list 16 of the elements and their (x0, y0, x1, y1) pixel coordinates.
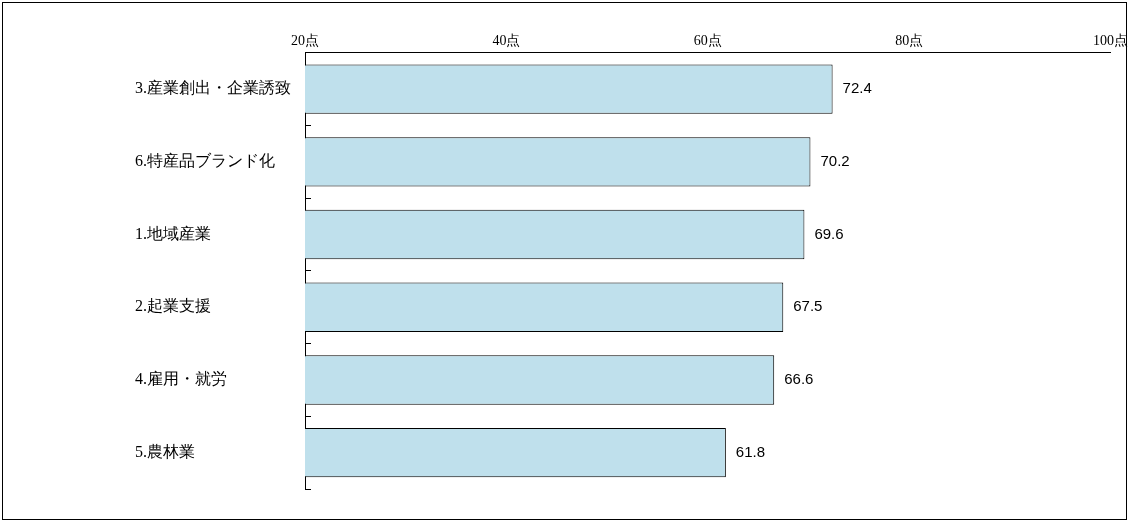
data-label: 61.8 (735, 442, 766, 460)
data-label: 70.2 (820, 151, 850, 169)
y-tick-label: 5.農林業 (135, 442, 195, 460)
y-tick-label: 6.特産品ブランド化 (135, 152, 275, 170)
y-tick-label: 4.雇用・就労 (135, 370, 227, 388)
x-tick-label: 20点 (291, 33, 319, 49)
x-tick-label: 80点 (895, 33, 924, 49)
data-label: 69.6 (814, 224, 844, 242)
data-label: 66.6 (784, 370, 814, 388)
data-label: 72.4 (842, 79, 872, 97)
data-label: 67.5 (793, 297, 823, 315)
x-tick-label: 60点 (693, 33, 722, 49)
y-tick-label: 2.起業支援 (135, 297, 211, 315)
y-tick-label: 1.地域産業 (135, 224, 211, 242)
x-tick-label: 40点 (492, 33, 521, 49)
y-tick-label: 3.産業創出・企業誘致 (135, 79, 291, 97)
